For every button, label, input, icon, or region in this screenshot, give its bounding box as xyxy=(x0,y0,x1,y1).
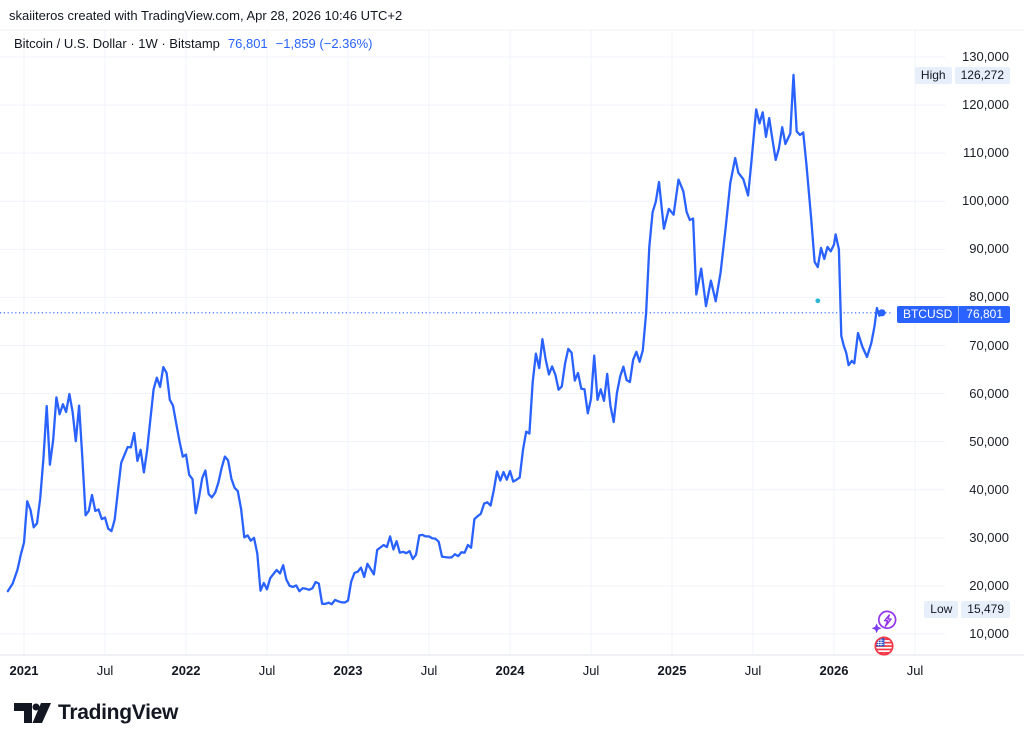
time-axis-label: 2025 xyxy=(657,663,687,678)
low-price-marker: Low 15,479 xyxy=(924,601,1010,618)
time-axis-label: Jul xyxy=(420,663,438,678)
us-flag-event-icon[interactable] xyxy=(871,633,897,659)
price-axis-label: 30,000 xyxy=(969,529,1009,545)
spark-circle xyxy=(877,610,897,630)
price-axis-label: 60,000 xyxy=(969,385,1009,401)
high-value: 126,272 xyxy=(954,67,1010,84)
price-axis-label: 40,000 xyxy=(969,481,1009,497)
time-axis-label: 2023 xyxy=(333,663,363,678)
time-axis-label: Jul xyxy=(744,663,762,678)
price-axis-label: 80,000 xyxy=(969,289,1009,305)
high-price-marker: High 126,272 xyxy=(914,67,1010,84)
price-axis-label: 70,000 xyxy=(969,337,1009,353)
time-axis-label: Jul xyxy=(96,663,114,678)
badge-symbol: BTCUSD xyxy=(897,306,960,323)
time-axis-label: Jul xyxy=(258,663,276,678)
time-axis-label: 2024 xyxy=(495,663,525,678)
price-axis-label: 130,000 xyxy=(962,49,1009,64)
price-axis-label: 50,000 xyxy=(969,433,1009,449)
price-axis-label: 90,000 xyxy=(969,241,1009,257)
lightning-bolt-icon xyxy=(883,614,892,627)
attribution-bar: skaiiteros created with TradingView.com,… xyxy=(0,0,1024,30)
high-label: High xyxy=(914,67,952,84)
last-price-dot xyxy=(878,309,886,317)
time-axis-label: Jul xyxy=(582,663,600,678)
tradingview-logo-text: TradingView xyxy=(58,701,179,724)
symbol-title[interactable]: Bitcoin / U.S. Dollar · 1W · Bitstamp xyxy=(14,36,220,51)
flag-stripes xyxy=(875,637,893,654)
flag-ring xyxy=(874,636,894,656)
low-label: Low xyxy=(924,601,959,618)
legend-change: −1,859 (−2.36%) xyxy=(275,36,373,51)
time-axis-label: Jul xyxy=(906,663,924,678)
sparkle-star-icon xyxy=(871,623,882,634)
price-axis-label: 120,000 xyxy=(962,97,1009,113)
tradingview-logo-icon xyxy=(14,703,51,723)
price-line-series[interactable] xyxy=(6,73,884,606)
price-axis-label: 20,000 xyxy=(969,577,1009,593)
ai-spark-icon[interactable] xyxy=(871,606,901,636)
current-price-badge: BTCUSD 76,801 xyxy=(896,306,1010,323)
price-axis-label: 10,000 xyxy=(969,626,1009,641)
badge-price: 76,801 xyxy=(966,307,1003,321)
time-axis-label: 2022 xyxy=(171,663,201,678)
price-axis-label: 100,000 xyxy=(962,193,1009,209)
low-value: 15,479 xyxy=(961,601,1010,618)
attribution-text: skaiiteros created with TradingView.com,… xyxy=(9,7,403,23)
legend-last-price: 76,801 xyxy=(227,36,268,51)
price-axis-label: 110,000 xyxy=(962,145,1009,161)
event-dot xyxy=(815,298,821,304)
chart-legend[interactable]: Bitcoin / U.S. Dollar · 1W · Bitstamp 76… xyxy=(14,36,373,51)
time-axis-label: 2021 xyxy=(9,663,39,678)
tradingview-logo[interactable]: TradingView xyxy=(13,698,178,728)
time-axis-label: 2026 xyxy=(819,663,849,678)
legend-values: 76,801 −1,859 (−2.36%) xyxy=(228,36,373,51)
